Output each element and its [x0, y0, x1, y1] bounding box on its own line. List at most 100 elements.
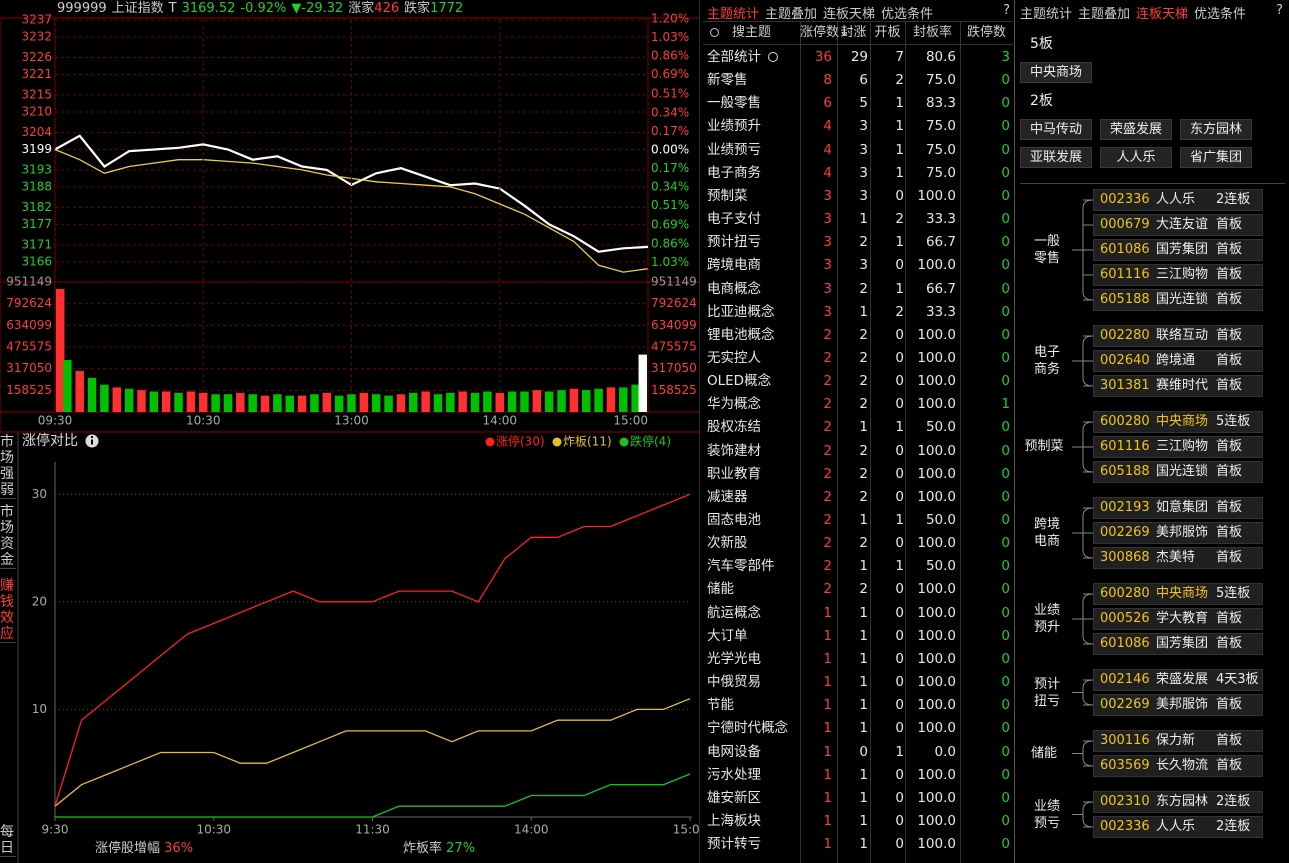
stock-button[interactable]: 中马传动	[1020, 119, 1092, 140]
theme-name[interactable]: 预计扭亏	[707, 234, 761, 251]
theme-name[interactable]: 职业教育	[707, 465, 761, 482]
stock-button[interactable]: 东方园林	[1180, 119, 1252, 140]
theme-name[interactable]: 跨境电商	[707, 257, 761, 274]
ladder-panel: 5板 中央商场 2板 中马传动 荣盛发展 东方园林 亚联发展 人人乐 省广集团 002336 人人乐…	[1016, 0, 1289, 863]
theme-name[interactable]: 电网设备	[707, 743, 761, 760]
theme-name[interactable]: 航运概念	[707, 604, 761, 621]
stock-tag: 首板	[1216, 464, 1243, 479]
theme-name[interactable]: 锂电池概念	[707, 326, 775, 343]
theme-name[interactable]: 预计转亏	[707, 836, 761, 853]
theme-name[interactable]: 无实控人	[707, 349, 761, 366]
tab[interactable]: 优选条件	[881, 7, 934, 22]
tab[interactable]: 连板天梯	[823, 7, 876, 22]
theme-name[interactable]: 光学光电	[707, 650, 761, 667]
tab[interactable]: 主题叠加	[1078, 7, 1131, 22]
theme-name[interactable]: 减速器	[707, 488, 748, 505]
theme-name[interactable]: 股权冻结	[707, 419, 761, 436]
stock-row[interactable]: 605188 国光连锁 首板	[1093, 289, 1263, 311]
stock-row[interactable]: 002269 美邦服饰 首板	[1093, 522, 1263, 544]
side-tab[interactable]: 市场强弱	[0, 434, 16, 499]
side-tab[interactable]: 每日	[0, 824, 16, 857]
column-header[interactable]: 封板率	[912, 25, 952, 40]
theme-name[interactable]: 宁德时代概念	[707, 720, 788, 737]
column-header[interactable]: 涨停数↓	[800, 25, 850, 40]
stock-row[interactable]: 300868 杰美特 首板	[1093, 547, 1263, 569]
theme-name[interactable]: OLED概念	[707, 373, 772, 390]
theme-stat: 100.0	[917, 789, 956, 806]
theme-stat: 1	[895, 512, 904, 528]
volume-bar	[124, 388, 134, 412]
theme-name[interactable]: 上海板块	[707, 812, 761, 829]
stock-row[interactable]: 605188 国光连锁 首板	[1093, 461, 1263, 483]
theme-name[interactable]: 储能	[707, 581, 734, 598]
tab[interactable]: 主题统计	[1020, 7, 1073, 22]
stock-row[interactable]: 600280 中央商场 5连板	[1093, 411, 1263, 433]
stock-row[interactable]: 601116 三江购物 首板	[1093, 264, 1263, 286]
stock-row[interactable]: 002146 荣盛发展 4天3板	[1093, 669, 1263, 691]
stock-row[interactable]: 601086 国芳集团 首板	[1093, 633, 1263, 655]
theme-name[interactable]: 一般零售	[707, 95, 761, 112]
stock-button[interactable]: 省广集团	[1180, 147, 1252, 168]
theme-name[interactable]: 次新股	[707, 535, 748, 552]
tab[interactable]: 主题统计	[707, 7, 760, 22]
stock-button[interactable]: 中央商场	[1020, 62, 1092, 83]
theme-name[interactable]: 雄安新区	[707, 789, 761, 806]
tab[interactable]: ?	[1276, 3, 1283, 18]
theme-stat: 0	[1001, 581, 1010, 598]
tab[interactable]: 优选条件	[1194, 7, 1247, 22]
stock-row[interactable]: 300116 保力新 首板	[1093, 730, 1263, 752]
stock-row[interactable]: 000526 学大教育 首板	[1093, 608, 1263, 630]
column-header[interactable]: 跌停数	[966, 25, 1006, 40]
theme-stat: 1	[859, 812, 868, 829]
stock-row[interactable]: 002336 人人乐 2连板	[1093, 816, 1263, 838]
side-tab[interactable]: 赚钱效应	[0, 578, 16, 643]
column-header[interactable]: 搜主题	[731, 25, 771, 40]
theme-name[interactable]: 业绩预亏	[707, 141, 761, 158]
column-header[interactable]: 开板	[874, 25, 901, 40]
stock-row[interactable]: 002193 如意集团 首板	[1093, 497, 1263, 519]
theme-name[interactable]: 中俄贸易	[707, 674, 761, 691]
theme-name[interactable]: 全部统计	[707, 49, 761, 65]
stock-button[interactable]: 荣盛发展	[1100, 119, 1172, 140]
stock-row[interactable]: 002269 美邦服饰 首板	[1093, 694, 1263, 716]
column-divider	[837, 21, 838, 863]
theme-name[interactable]: 电子支付	[707, 211, 761, 228]
theme-name[interactable]: 预制菜	[707, 187, 748, 204]
stock-button[interactable]: 亚联发展	[1020, 147, 1092, 168]
stock-row[interactable]: 002280 联络互动 首板	[1093, 325, 1263, 347]
theme-stat: 3	[1001, 49, 1010, 65]
theme-name[interactable]: 节能	[707, 697, 734, 714]
theme-stat: 100.0	[917, 373, 956, 390]
stock-row[interactable]: 002310 东方园林 2连板	[1093, 791, 1263, 813]
column-header[interactable]: 封涨	[840, 25, 867, 40]
theme-name[interactable]: 华为概念	[707, 396, 761, 413]
stock-row[interactable]: 002640 跨境通 首板	[1093, 350, 1263, 372]
theme-name[interactable]: 业绩预升	[707, 118, 761, 135]
theme-name[interactable]: 大订单	[707, 627, 748, 644]
stock-name: 荣盛发展	[1156, 672, 1209, 687]
volume-bar	[223, 394, 233, 412]
theme-stat: 3	[859, 118, 868, 135]
theme-name[interactable]: 电子商务	[707, 164, 761, 181]
theme-name[interactable]: 电商概念	[707, 280, 761, 297]
tab[interactable]: ?	[1003, 3, 1010, 18]
stock-row[interactable]: 301381 赛维时代 首板	[1093, 375, 1263, 397]
stock-row[interactable]: 603569 长久物流 首板	[1093, 755, 1263, 777]
theme-name[interactable]: 新零售	[707, 72, 748, 89]
theme-name[interactable]: 比亚迪概念	[707, 303, 775, 320]
theme-name[interactable]: 污水处理	[707, 766, 761, 783]
stock-row[interactable]: 600280 中央商场 5连板	[1093, 583, 1263, 605]
stock-row[interactable]: 601116 三江购物 首板	[1093, 436, 1263, 458]
theme-name[interactable]: 汽车零部件	[707, 558, 775, 575]
theme-name[interactable]: 固态电池	[707, 512, 761, 528]
stock-row[interactable]: 601086 国芳集团 首板	[1093, 239, 1263, 261]
stock-button[interactable]: 人人乐	[1100, 147, 1172, 168]
side-tab[interactable]: 市场资金	[0, 504, 16, 569]
stock-row[interactable]: 002336 人人乐 2连板	[1093, 189, 1263, 211]
theme-name[interactable]: 装饰建材	[707, 442, 761, 459]
tab[interactable]: 连板天梯	[1136, 7, 1189, 22]
tab[interactable]: 主题叠加	[765, 7, 818, 22]
stock-row[interactable]: 000679 大连友谊 首板	[1093, 214, 1263, 236]
theme-stat: 0	[1001, 558, 1010, 575]
line-series	[54, 493, 691, 807]
